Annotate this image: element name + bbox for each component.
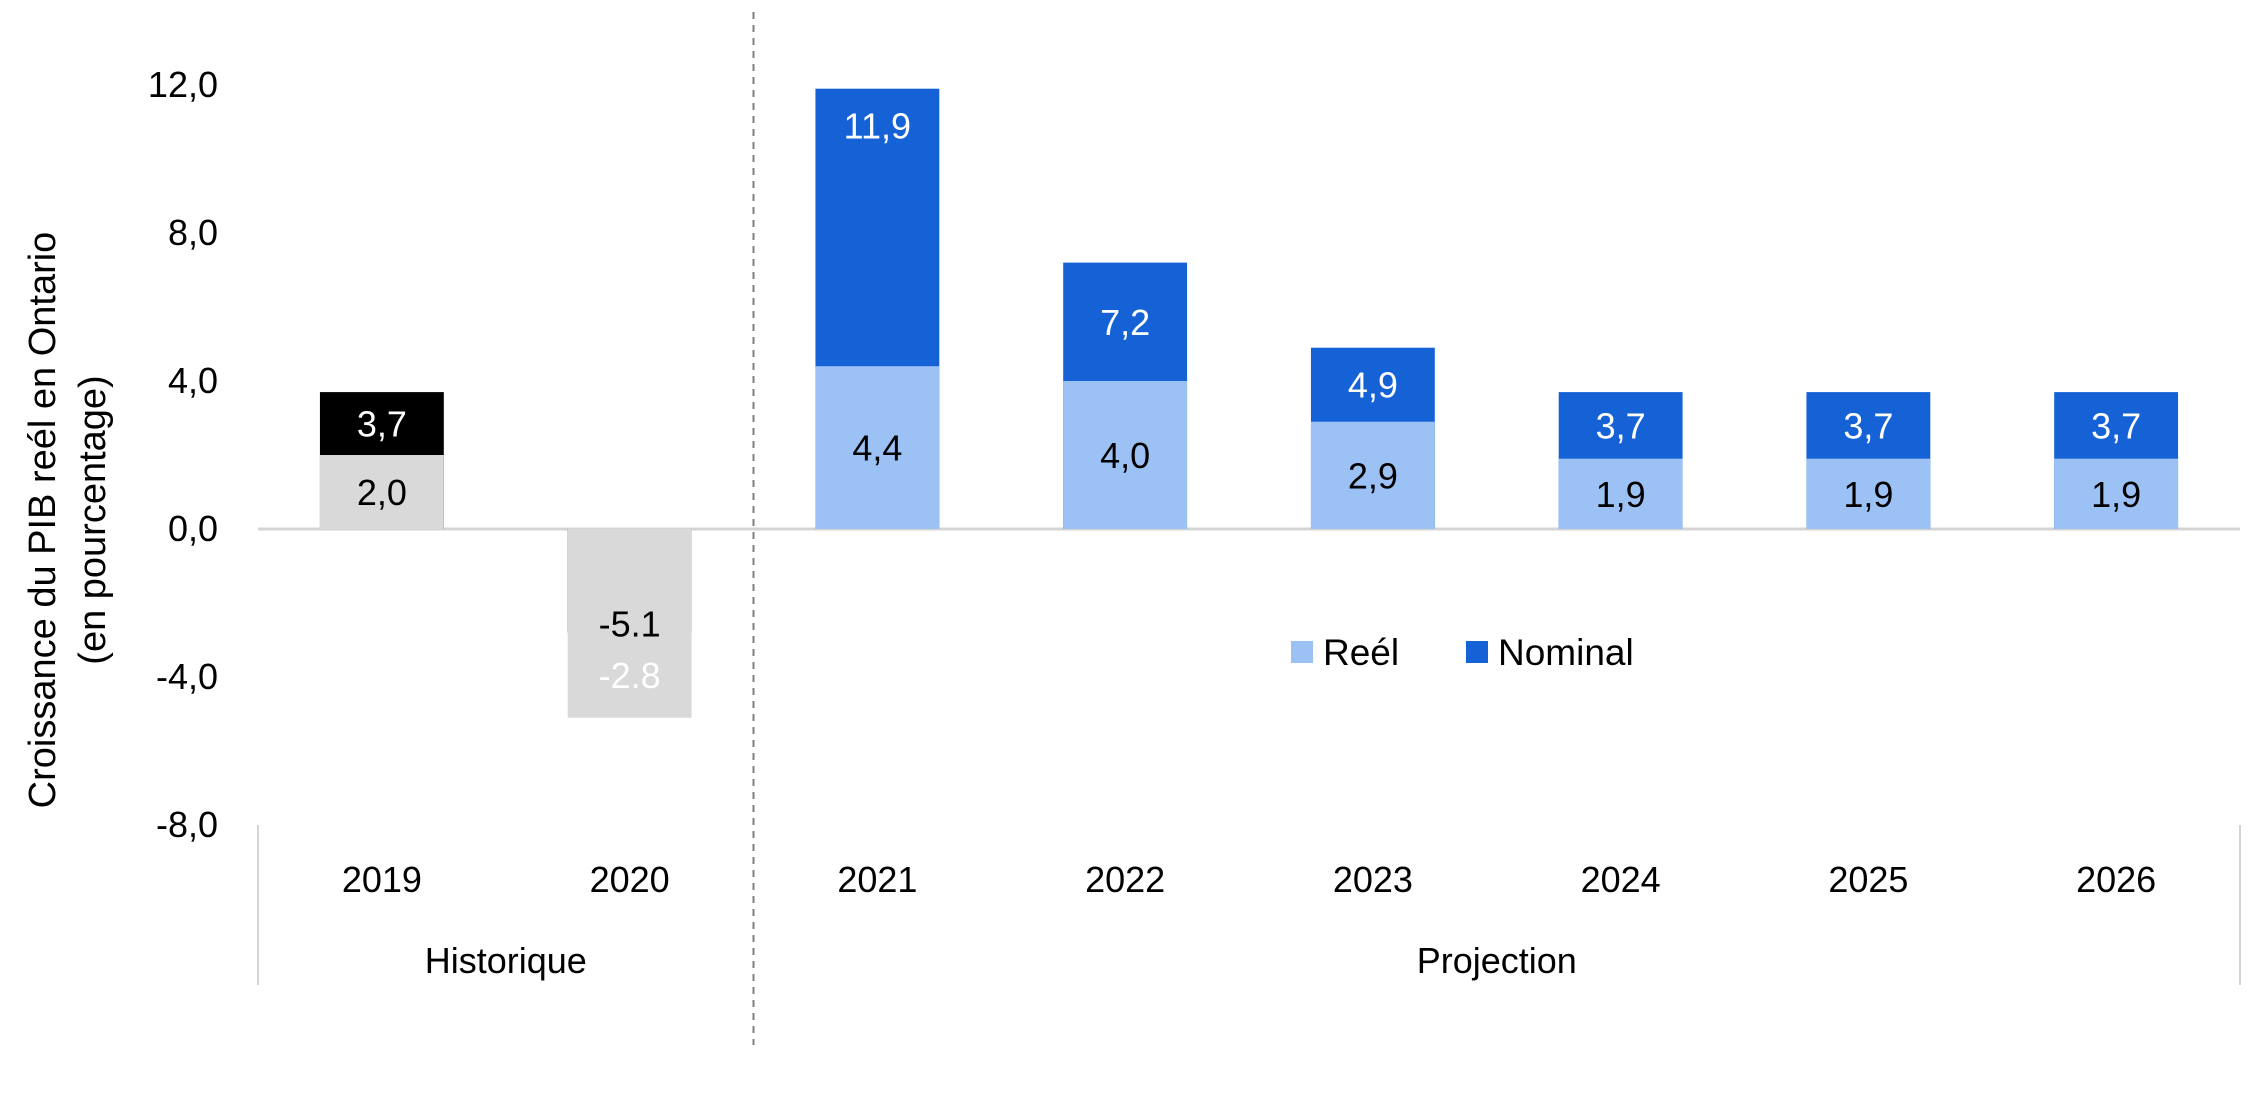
y-tick-label: 12,0	[148, 64, 218, 105]
legend-swatch-nominal	[1466, 641, 1488, 663]
legend-label-nominal: Nominal	[1498, 632, 1634, 673]
data-label-reel-2023: 2,9	[1348, 455, 1398, 496]
bar-reel-2023	[1310, 421, 1435, 529]
data-label-nominal-2020: -2.8	[599, 655, 661, 696]
data-label-nominal-2022: 7,2	[1100, 302, 1150, 343]
y-axis-title-line1: Croissance du PIB reél en Ontario	[22, 232, 64, 809]
bar-reel-2020	[567, 529, 692, 718]
y-tick-label: 4,0	[168, 360, 218, 401]
data-label-nominal-2025: 3,7	[1843, 405, 1893, 446]
y-tick-label: 8,0	[168, 212, 218, 253]
bar-reel-2022	[1063, 381, 1188, 529]
data-label-nominal-2019: 3,7	[357, 404, 407, 445]
data-label-reel-2024: 1,9	[1596, 474, 1646, 515]
bar-reel-2019	[319, 455, 444, 529]
category-labels: 2019 2020 2021 2022 2023 2024 2025 2026	[342, 859, 2156, 900]
group-labels: Historique Projection	[425, 940, 1577, 981]
data-label-reel-2026: 1,9	[2091, 474, 2141, 515]
data-label-nominal-2023: 4,9	[1348, 365, 1398, 406]
bar-reel-2025	[1806, 458, 1931, 529]
x-tick-label-2024: 2024	[1581, 859, 1661, 900]
data-label-reel-2025: 1,9	[1843, 474, 1893, 515]
data-label-nominal-2021: 11,9	[844, 106, 911, 147]
x-tick-label-2025: 2025	[1828, 859, 1908, 900]
x-tick-label-2023: 2023	[1333, 859, 1413, 900]
x-tick-label-2026: 2026	[2076, 859, 2156, 900]
group-label-historique: Historique	[425, 940, 587, 981]
x-tick-label-2021: 2021	[837, 859, 917, 900]
data-label-reel-2020: -5.1	[599, 603, 661, 644]
x-tick-label-2019: 2019	[342, 859, 422, 900]
bar-reel-2021	[815, 366, 940, 529]
data-label-nominal-2024: 3,7	[1596, 405, 1646, 446]
axes	[257, 12, 2241, 1045]
y-tick-label: -8,0	[156, 804, 218, 845]
bar-reel-2024	[1558, 458, 1683, 529]
legend: Reél Nominal	[1291, 632, 1634, 673]
y-axis-title: Croissance du PIB reél en Ontario (en po…	[22, 232, 114, 809]
data-label-reel-2019: 2,0	[357, 472, 407, 513]
y-tick-label: 0,0	[168, 508, 218, 549]
x-tick-label-2020: 2020	[590, 859, 670, 900]
data-label-reel-2022: 4,0	[1100, 435, 1150, 476]
y-axis-title-line2: (en pourcentage)	[72, 375, 114, 664]
legend-label-reel: Reél	[1323, 632, 1399, 673]
bar-reel-2026	[2054, 458, 2179, 529]
group-label-projection: Projection	[1417, 940, 1577, 981]
bars-front-series	[319, 366, 2179, 718]
data-labels: 2,0 3,7 -5.1 -2.8 4,4 11,9 4,0 7,2 2,9 4,9 1,9 3,7 1…	[357, 106, 2141, 696]
legend-swatch-reel	[1291, 641, 1313, 663]
data-label-nominal-2026: 3,7	[2091, 405, 2141, 446]
data-label-reel-2021: 4,4	[852, 428, 902, 469]
y-axis-ticks: 12,0 8,0 4,0 0,0 -4,0 -8,0	[148, 64, 218, 845]
x-tick-label-2022: 2022	[1085, 859, 1165, 900]
y-tick-label: -4,0	[156, 656, 218, 697]
